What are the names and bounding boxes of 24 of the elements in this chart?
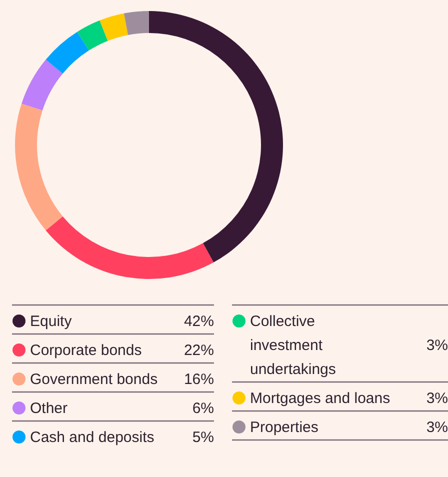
legend-label: Other	[30, 400, 68, 417]
donut-slice	[124, 11, 149, 35]
donut-slice	[46, 216, 214, 279]
data-label: 16%	[184, 371, 214, 388]
legend-label: Equity	[30, 313, 72, 330]
data-label: 3%	[426, 390, 448, 407]
legend-label: Collective investment undertakings	[250, 313, 336, 378]
legend-label: Corporate bonds	[30, 342, 142, 359]
data-label: 3%	[426, 337, 448, 354]
donut-slice	[149, 11, 283, 262]
legend-label: Mortgages and loans	[250, 390, 390, 407]
donut-slice	[22, 60, 63, 110]
legend-label: Cash and deposits	[30, 429, 154, 446]
data-label: 6%	[192, 400, 214, 417]
data-label: 3%	[426, 419, 448, 436]
legend-label: Government bonds	[30, 371, 158, 388]
donut-slice	[77, 20, 108, 50]
data-label: 22%	[184, 342, 214, 359]
data-label: 5%	[192, 429, 214, 446]
donut-slice	[100, 13, 128, 41]
donut-slice	[46, 32, 89, 74]
data-label: 42%	[184, 313, 214, 330]
legend-label: Properties	[250, 419, 318, 436]
donut-slice	[15, 104, 63, 230]
